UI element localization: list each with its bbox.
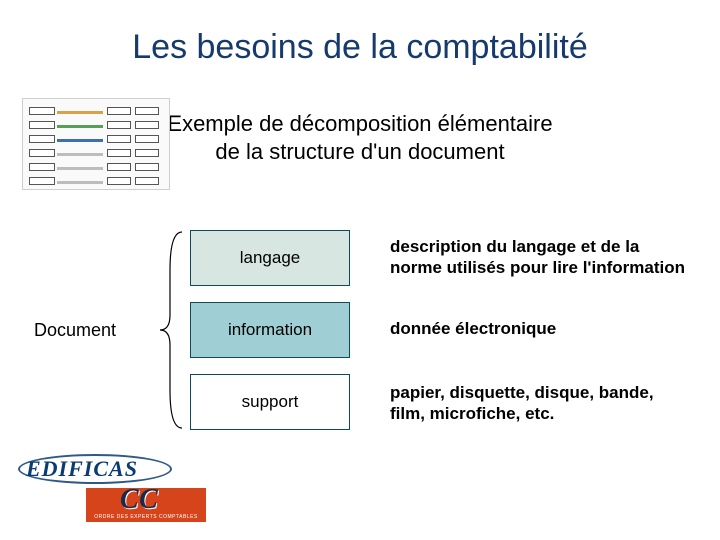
sub-logo: CC ORDRE DES EXPERTS COMPTABLES — [86, 488, 206, 522]
layer-desc-information: donnée électronique — [390, 318, 690, 339]
layer-stack: langage information support — [190, 230, 350, 446]
subtitle-line-2: de la structure d'un document — [215, 139, 504, 164]
layer-desc-support: papier, disquette, disque, bande, film, … — [390, 382, 690, 425]
logo-area: EDIFICAS CC ORDRE DES EXPERTS COMPTABLES — [26, 456, 206, 522]
layer-support: support — [190, 374, 350, 430]
layer-langage: langage — [190, 230, 350, 286]
bracket-icon — [158, 230, 186, 430]
thumbnail-diagram — [22, 98, 170, 190]
cc-mark: CC — [120, 484, 158, 516]
layer-desc-langage: description du langage et de la norme ut… — [390, 236, 690, 279]
slide-title: Les besoins de la comptabilité — [0, 28, 720, 67]
layer-information: information — [190, 302, 350, 358]
subtitle-line-1: Exemple de décomposition élémentaire — [167, 111, 552, 136]
document-label: Document — [34, 320, 116, 341]
edificas-logo: EDIFICAS — [26, 456, 206, 482]
